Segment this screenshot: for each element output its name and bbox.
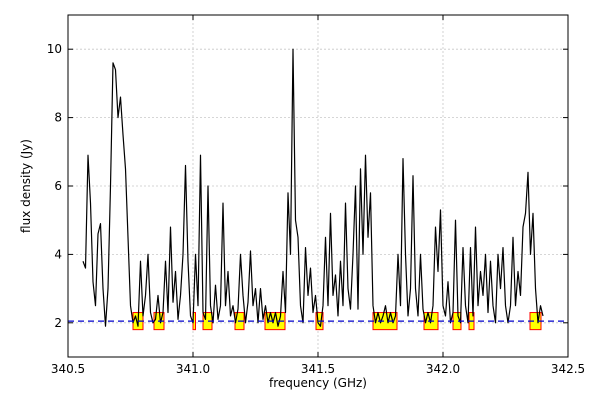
x-axis-label: frequency (GHz) bbox=[269, 376, 367, 390]
spectrum-line bbox=[82, 48, 544, 327]
y-tick-label: 10 bbox=[47, 42, 62, 56]
ticks: 340.5 341.0 341.5 342.0 342.5 2 4 6 8 10 bbox=[47, 15, 585, 376]
y-tick-label: 6 bbox=[54, 179, 62, 193]
y-tick-label: 8 bbox=[54, 111, 62, 125]
x-tick-label: 342.0 bbox=[426, 362, 460, 376]
y-axis-label: flux density (Jy) bbox=[19, 139, 33, 233]
x-tick-label: 340.5 bbox=[51, 362, 85, 376]
plot bbox=[68, 48, 568, 327]
y-tick-label: 4 bbox=[54, 247, 62, 261]
x-tick-label: 341.0 bbox=[176, 362, 210, 376]
x-tick-label: 341.5 bbox=[301, 362, 335, 376]
y-tick-label: 2 bbox=[54, 316, 62, 330]
x-tick-label: 342.5 bbox=[551, 362, 585, 376]
